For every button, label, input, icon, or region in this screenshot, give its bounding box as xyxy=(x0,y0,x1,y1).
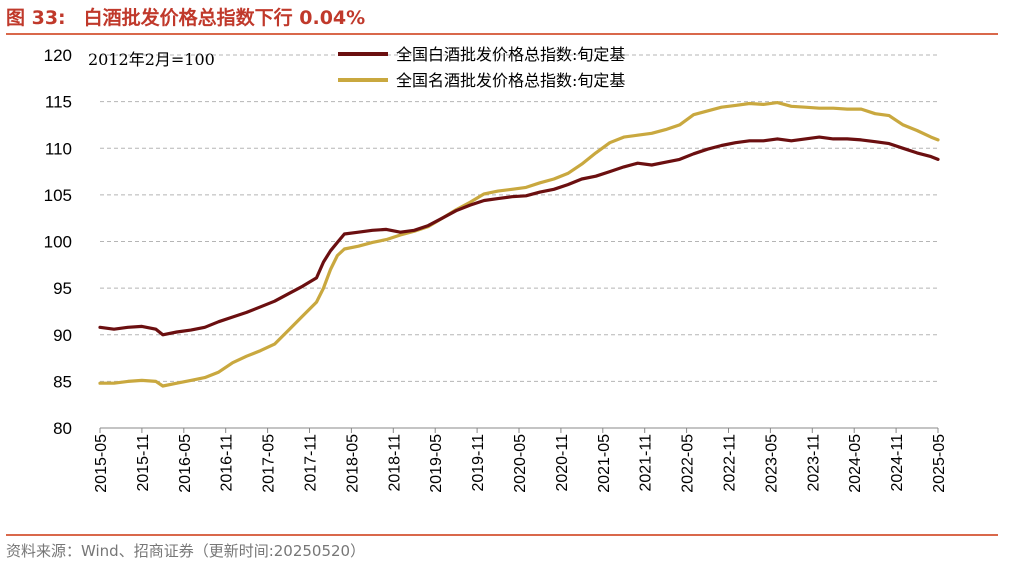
series-line-mingjiu xyxy=(98,101,940,388)
x-tick-label: 2022-11 xyxy=(722,434,739,492)
x-tick-label: 2019-11 xyxy=(470,434,487,492)
x-tick-label: 2020-05 xyxy=(512,434,529,493)
x-tick-label: 2018-05 xyxy=(344,434,361,493)
y-tick-label: 115 xyxy=(45,93,72,112)
legend-label-mingjiu: 全国名酒批发价格总指数:旬定基 xyxy=(396,71,625,90)
base-note: 2012年2月=100 xyxy=(88,50,215,69)
y-tick-label: 105 xyxy=(44,186,72,205)
source-note: 资料来源：Wind、招商证券（更新时间:20250520） xyxy=(6,542,366,560)
y-tick-label: 100 xyxy=(44,233,72,252)
figure-title-text: 白酒批发价格总指数下行 0.04% xyxy=(83,7,366,29)
legend-label-baijiu: 全国白酒批发价格总指数:旬定基 xyxy=(396,45,625,64)
x-tick-label: 2021-11 xyxy=(638,434,655,492)
x-tick-label: 2017-11 xyxy=(303,434,320,492)
series-lines xyxy=(98,101,940,388)
y-tick-label: 85 xyxy=(53,372,72,391)
x-tick-label: 2016-11 xyxy=(219,434,236,492)
x-tick-label: 2015-11 xyxy=(135,434,152,492)
figure-number: 图 33: xyxy=(6,7,66,29)
grid-lines xyxy=(100,54,938,382)
bottom-rule xyxy=(6,534,998,536)
y-tick-label: 80 xyxy=(53,419,72,438)
x-tick-label: 2015-05 xyxy=(93,434,110,493)
y-tick-label: 110 xyxy=(45,139,72,158)
series-line-baijiu xyxy=(98,135,940,337)
x-tick-label: 2017-05 xyxy=(261,434,278,493)
y-tick-label: 120 xyxy=(44,46,72,65)
x-axis: 2015-05 2015-11 2016-05 2016-11 2017-05 2017-… xyxy=(93,427,948,493)
figure-title: 图 33: 白酒批发价格总指数下行 0.04% xyxy=(6,3,365,30)
top-rule xyxy=(6,33,998,35)
x-tick-label: 2020-11 xyxy=(554,434,571,492)
x-tick-label: 2023-05 xyxy=(763,434,780,493)
x-tick-label: 2025-05 xyxy=(931,434,948,493)
x-tick-label: 2019-05 xyxy=(428,434,445,493)
x-tick-label: 2023-11 xyxy=(805,434,822,492)
x-tick-label: 2022-05 xyxy=(680,434,697,493)
legend: 全国白酒批发价格总指数:旬定基 全国名酒批发价格总指数:旬定基 xyxy=(338,45,625,90)
y-tick-label: 90 xyxy=(53,326,72,345)
x-tick-label: 2021-05 xyxy=(596,434,613,493)
y-tick-label: 95 xyxy=(53,279,72,298)
y-axis: 80 85 90 95 100 105 110 115 120 xyxy=(44,46,72,438)
x-tick-label: 2018-11 xyxy=(386,434,403,492)
x-tick-label: 2016-05 xyxy=(177,434,194,493)
x-tick-label: 2024-11 xyxy=(889,434,906,492)
x-tick-label: 2024-05 xyxy=(847,434,864,493)
